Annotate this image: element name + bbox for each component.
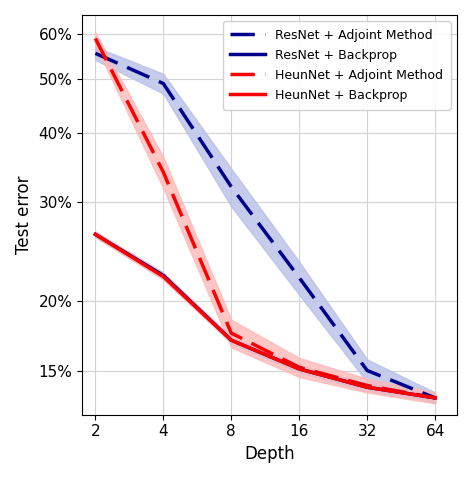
ResNet + Backprop [364, 384, 370, 390]
HeunNet + Adjoint Method [228, 330, 234, 336]
ResNet + Adjoint Method [228, 184, 234, 190]
HeunNet + Backprop [160, 274, 166, 280]
HeunNet + Adjoint Method [364, 383, 370, 389]
HeunNet + Backprop [364, 384, 370, 390]
HeunNet + Adjoint Method [93, 36, 98, 42]
ResNet + Backprop [93, 231, 98, 237]
ResNet + Adjoint Method [432, 395, 438, 401]
ResNet + Adjoint Method [160, 81, 166, 87]
ResNet + Backprop [432, 395, 438, 401]
HeunNet + Backprop [432, 395, 438, 401]
Line: HeunNet + Adjoint Method: HeunNet + Adjoint Method [95, 39, 435, 398]
HeunNet + Backprop [228, 337, 234, 343]
Legend: ResNet + Adjoint Method, ResNet + Backprop, HeunNet + Adjoint Method, HeunNet + : ResNet + Adjoint Method, ResNet + Backpr… [223, 21, 451, 109]
Line: ResNet + Backprop: ResNet + Backprop [95, 234, 435, 398]
ResNet + Adjoint Method [364, 368, 370, 373]
ResNet + Backprop [296, 366, 302, 372]
HeunNet + Adjoint Method [296, 364, 302, 370]
HeunNet + Backprop [296, 366, 302, 372]
ResNet + Backprop [160, 272, 166, 278]
HeunNet + Adjoint Method [160, 169, 166, 175]
ResNet + Backprop [228, 337, 234, 343]
X-axis label: Depth: Depth [244, 445, 295, 463]
ResNet + Adjoint Method [296, 275, 302, 281]
HeunNet + Adjoint Method [432, 395, 438, 401]
HeunNet + Backprop [93, 231, 98, 237]
Line: HeunNet + Backprop: HeunNet + Backprop [95, 234, 435, 398]
Line: ResNet + Adjoint Method: ResNet + Adjoint Method [95, 54, 435, 398]
Y-axis label: Test error: Test error [15, 175, 33, 254]
ResNet + Adjoint Method [93, 51, 98, 56]
